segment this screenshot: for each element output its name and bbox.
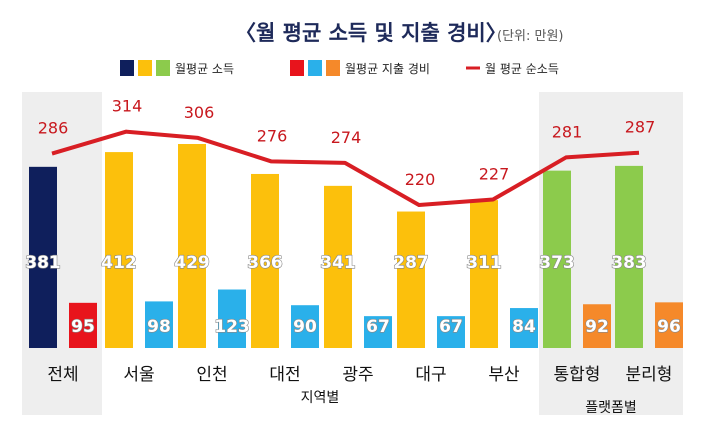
expense-value-label-4: 67 [366,317,390,337]
legend-income-platform-swatch [156,60,170,76]
income-bar-5 [397,211,425,348]
net-value-label-5: 220 [405,170,436,189]
category-label-2: 인천 [196,365,227,385]
net-value-label-4: 274 [331,128,362,147]
category-label-8: 분리형 [626,365,673,385]
income-value-label-5: 287 [393,253,429,273]
bars-layer [29,144,683,348]
net-value-label-7: 281 [552,122,583,141]
legend-income-label: 월평균 소득 [175,62,234,76]
expense-bar-8 [655,302,683,348]
expense-bar-0 [69,302,97,348]
category-label-1: 서울 [123,365,154,385]
category-label-4: 광주 [342,365,373,385]
income-bar-7 [543,170,571,348]
expense-value-label-3: 90 [293,317,317,337]
legend-net-label: 월 평균 순소득 [485,62,559,76]
net-value-label-2: 306 [184,103,215,122]
category-label-5: 대구 [415,365,446,385]
net-value-label-0: 286 [38,119,69,138]
income-bar-6 [470,200,498,348]
income-value-label-7: 373 [539,253,575,273]
income-value-label-8: 383 [611,253,647,273]
net-value-label-3: 276 [257,126,288,145]
category-label-6: 부산 [488,365,520,385]
expense-bar-3 [291,305,319,348]
legend-income-region-swatch [138,60,152,76]
legend-expense-region-swatch [308,60,322,76]
net-value-label-6: 227 [479,165,510,184]
income-bar-0 [29,166,57,348]
income-value-label-0: 381 [25,253,61,273]
expense-value-label-7: 92 [585,317,609,337]
expense-value-label-5: 67 [439,317,463,337]
expense-value-label-1: 98 [147,317,171,337]
group-label-region: 지역별 [301,390,340,406]
legend-expense-total-swatch [290,60,304,76]
expense-value-label-0: 95 [71,317,95,337]
expense-bar-7 [583,304,611,348]
category-label-3: 대전 [269,365,300,385]
legend-income-total-swatch [120,60,134,76]
income-value-label-4: 341 [320,253,356,273]
labels-layer: 381 95 전체 412 98 서울 429 123 인천 366 90 대전 341 67 광주 287 6… [25,252,682,385]
net-value-label-1: 314 [112,97,143,116]
expense-bar-2 [218,289,246,348]
expense-value-label-2: 123 [214,317,250,337]
expense-value-label-8: 96 [657,317,681,337]
income-bar-4 [324,185,352,348]
expense-bar-6 [510,308,538,348]
group-label-platform: 플랫폼별 [585,400,637,416]
legend-expense-label: 월평균 지출 경비 [345,62,430,76]
expense-bar-1 [145,301,173,348]
legend-expense-platform-swatch [326,60,340,76]
expense-bar-5 [437,316,465,348]
legend: 월평균 소득 월평균 지출 경비 월 평균 순소득 [120,60,559,76]
net-line-layer: 286 314 306 276 274 220 227 281 287 [38,97,656,207]
net-value-label-8: 287 [625,118,656,137]
income-bar-8 [615,165,643,348]
income-bar-3 [251,173,279,348]
expense-value-label-6: 84 [512,317,536,337]
chart-unit: (단위: 만원) [497,29,564,44]
income-bar-1 [105,152,133,348]
category-label-0: 전체 [47,365,78,385]
category-label-7: 통합형 [554,365,601,385]
income-value-label-1: 412 [101,253,137,273]
chart-title: 〈월 평균 소득 및 지출 경비〉 [235,21,507,45]
income-value-label-3: 366 [247,253,283,273]
net-income-line [51,129,640,207]
expense-bar-4 [364,316,392,348]
income-value-label-6: 311 [466,253,502,273]
income-bar-2 [178,144,206,348]
income-value-label-2: 429 [174,253,210,273]
